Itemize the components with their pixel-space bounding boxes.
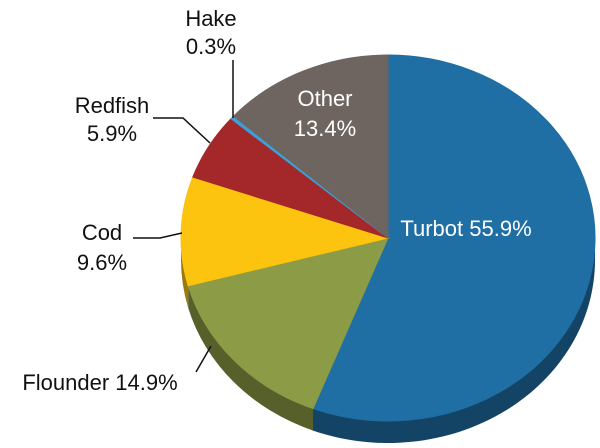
leader-line xyxy=(133,232,183,239)
data-label: Redfish 5.9% xyxy=(75,93,150,146)
slice xyxy=(232,54,389,240)
pie xyxy=(180,54,596,443)
slice-side xyxy=(313,238,595,443)
leader-line xyxy=(153,117,211,144)
leader-line xyxy=(195,345,212,373)
slice xyxy=(180,176,390,287)
slice xyxy=(187,237,389,410)
data-label: Hake 0.3% xyxy=(185,6,236,59)
data-label: Cod 9.6% xyxy=(77,220,127,275)
data-label: Turbot 55.9% xyxy=(400,216,531,241)
data-label: Other 13.4% xyxy=(294,86,356,141)
data-label: Flounder 14.9% xyxy=(22,370,177,395)
slice-side xyxy=(188,285,314,431)
slice xyxy=(312,54,596,422)
